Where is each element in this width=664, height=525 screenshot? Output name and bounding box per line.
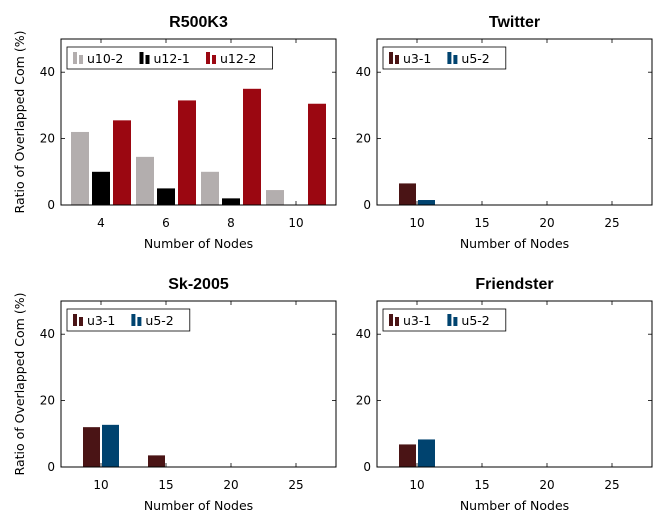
legend-swatch-u10-2 (79, 55, 83, 64)
x-tick-label: 15 (158, 478, 173, 492)
legend-label-u5-2: u5-2 (145, 313, 173, 328)
legend-label-u12-2: u12-2 (220, 51, 256, 66)
legend-swatch-u5-2 (137, 317, 142, 326)
legend-label-u3-1: u3-1 (403, 313, 431, 328)
plot-frame (376, 38, 653, 206)
bar-u12-1-6 (157, 188, 175, 205)
x-tick-label: 4 (97, 216, 105, 230)
bar-u5-2-10 (418, 200, 435, 205)
plot-frame (376, 300, 653, 468)
legend-swatch-u3-1 (389, 314, 393, 326)
chart-panel-3: Sk-2005 0 20 40 10 15 20 25 Number of Nodes Ratio… (12, 276, 337, 513)
y-tick-label: 20 (356, 394, 371, 408)
x-tick-label: 15 (474, 216, 489, 230)
y-tick-label: 0 (363, 460, 371, 474)
y-axis-label: Ratio of Overlapped Com (%) (12, 31, 27, 214)
x-tick-label: 20 (539, 216, 554, 230)
x-axis-label: Number of Nodes (460, 498, 569, 513)
plot-frame (60, 38, 337, 206)
legend-swatch-u3-1 (395, 55, 399, 64)
legend-label-u3-1: u3-1 (403, 51, 431, 66)
y-tick-label: 40 (356, 65, 371, 79)
legend-swatch-u5-2 (131, 314, 136, 326)
x-tick-label: 20 (539, 478, 554, 492)
bar-u5-2-10 (102, 424, 119, 467)
legend-swatch-u5-2 (453, 55, 458, 64)
x-tick-label: 25 (604, 478, 619, 492)
x-tick-label: 8 (227, 216, 235, 230)
legend-swatch-u3-1 (73, 314, 77, 326)
bar-u12-1-4 (92, 171, 110, 205)
legend-swatch-u5-2 (447, 52, 452, 64)
x-tick-label: 25 (288, 478, 303, 492)
chart-title: Twitter (489, 14, 540, 31)
x-tick-label: 10 (93, 478, 108, 492)
bar-u12-2-8 (243, 88, 261, 205)
legend-label-u10-2: u10-2 (87, 51, 123, 66)
chart-panel-2: Twitter 0 20 40 10 15 20 25 Number of Nodes u3-1 u… (356, 14, 653, 251)
legend-box (382, 308, 507, 332)
legend-box (382, 46, 507, 70)
x-axis-label: Number of Nodes (144, 236, 253, 251)
legend-label-u5-2: u5-2 (461, 313, 489, 328)
bar-u12-2-10 (308, 103, 326, 205)
legend-swatch-u12-1 (139, 52, 144, 64)
chart-title: Friendster (475, 276, 553, 293)
y-tick-label: 40 (40, 327, 55, 341)
legend-swatch-u12-2 (212, 55, 216, 64)
legend-label-u12-1: u12-1 (154, 51, 190, 66)
legend-swatch-u3-1 (79, 317, 83, 326)
bar-u12-2-4 (113, 120, 131, 205)
chart-title: Sk-2005 (168, 276, 229, 293)
bar-u3-1-10 (399, 183, 416, 205)
bar-u3-1-10 (399, 444, 416, 467)
legend-box (66, 46, 273, 70)
legend-swatch-u12-2 (206, 52, 210, 64)
bar-u3-1-10 (83, 427, 100, 467)
bar-u10-2-4 (71, 131, 89, 205)
y-tick-label: 0 (47, 198, 55, 212)
y-tick-label: 0 (363, 198, 371, 212)
legend-box (66, 308, 191, 332)
legend-label-u5-2: u5-2 (461, 51, 489, 66)
bar-u10-2-6 (136, 156, 154, 205)
bar-u10-2-10 (266, 190, 284, 205)
bar-u3-1-15 (148, 455, 165, 467)
x-tick-label: 15 (474, 478, 489, 492)
bar-u10-2-8 (201, 171, 219, 205)
x-tick-label: 10 (288, 216, 303, 230)
legend-swatch-u5-2 (453, 317, 458, 326)
legend-swatch-u12-1 (145, 55, 150, 64)
plot-frame (60, 300, 337, 468)
chart-panel-1: R500K3 0 20 40 4 6 8 10 Number of Nodes Ratio of … (12, 14, 337, 251)
bar-u12-2-6 (178, 100, 196, 205)
x-tick-label: 10 (409, 478, 424, 492)
legend-swatch-u3-1 (395, 317, 399, 326)
y-axis-label: Ratio of Overlapped Com (%) (12, 293, 27, 476)
x-axis-label: Number of Nodes (144, 498, 253, 513)
x-tick-label: 25 (604, 216, 619, 230)
chart-title: R500K3 (169, 14, 228, 31)
x-axis-label: Number of Nodes (460, 236, 569, 251)
bar-u5-2-10 (418, 439, 435, 467)
legend-swatch-u3-1 (389, 52, 393, 64)
legend-swatch-u5-2 (447, 314, 452, 326)
x-tick-label: 20 (223, 478, 238, 492)
y-tick-label: 0 (47, 460, 55, 474)
y-tick-label: 20 (40, 132, 55, 146)
chart-panel-4: Friendster 0 20 40 10 15 20 25 Number of Nodes u3… (356, 276, 653, 513)
y-tick-label: 40 (356, 327, 371, 341)
x-tick-label: 10 (409, 216, 424, 230)
y-tick-label: 40 (40, 65, 55, 79)
y-tick-label: 20 (356, 132, 371, 146)
y-tick-label: 20 (40, 394, 55, 408)
legend-swatch-u10-2 (73, 52, 77, 64)
legend-label-u3-1: u3-1 (87, 313, 115, 328)
x-tick-label: 6 (162, 216, 170, 230)
